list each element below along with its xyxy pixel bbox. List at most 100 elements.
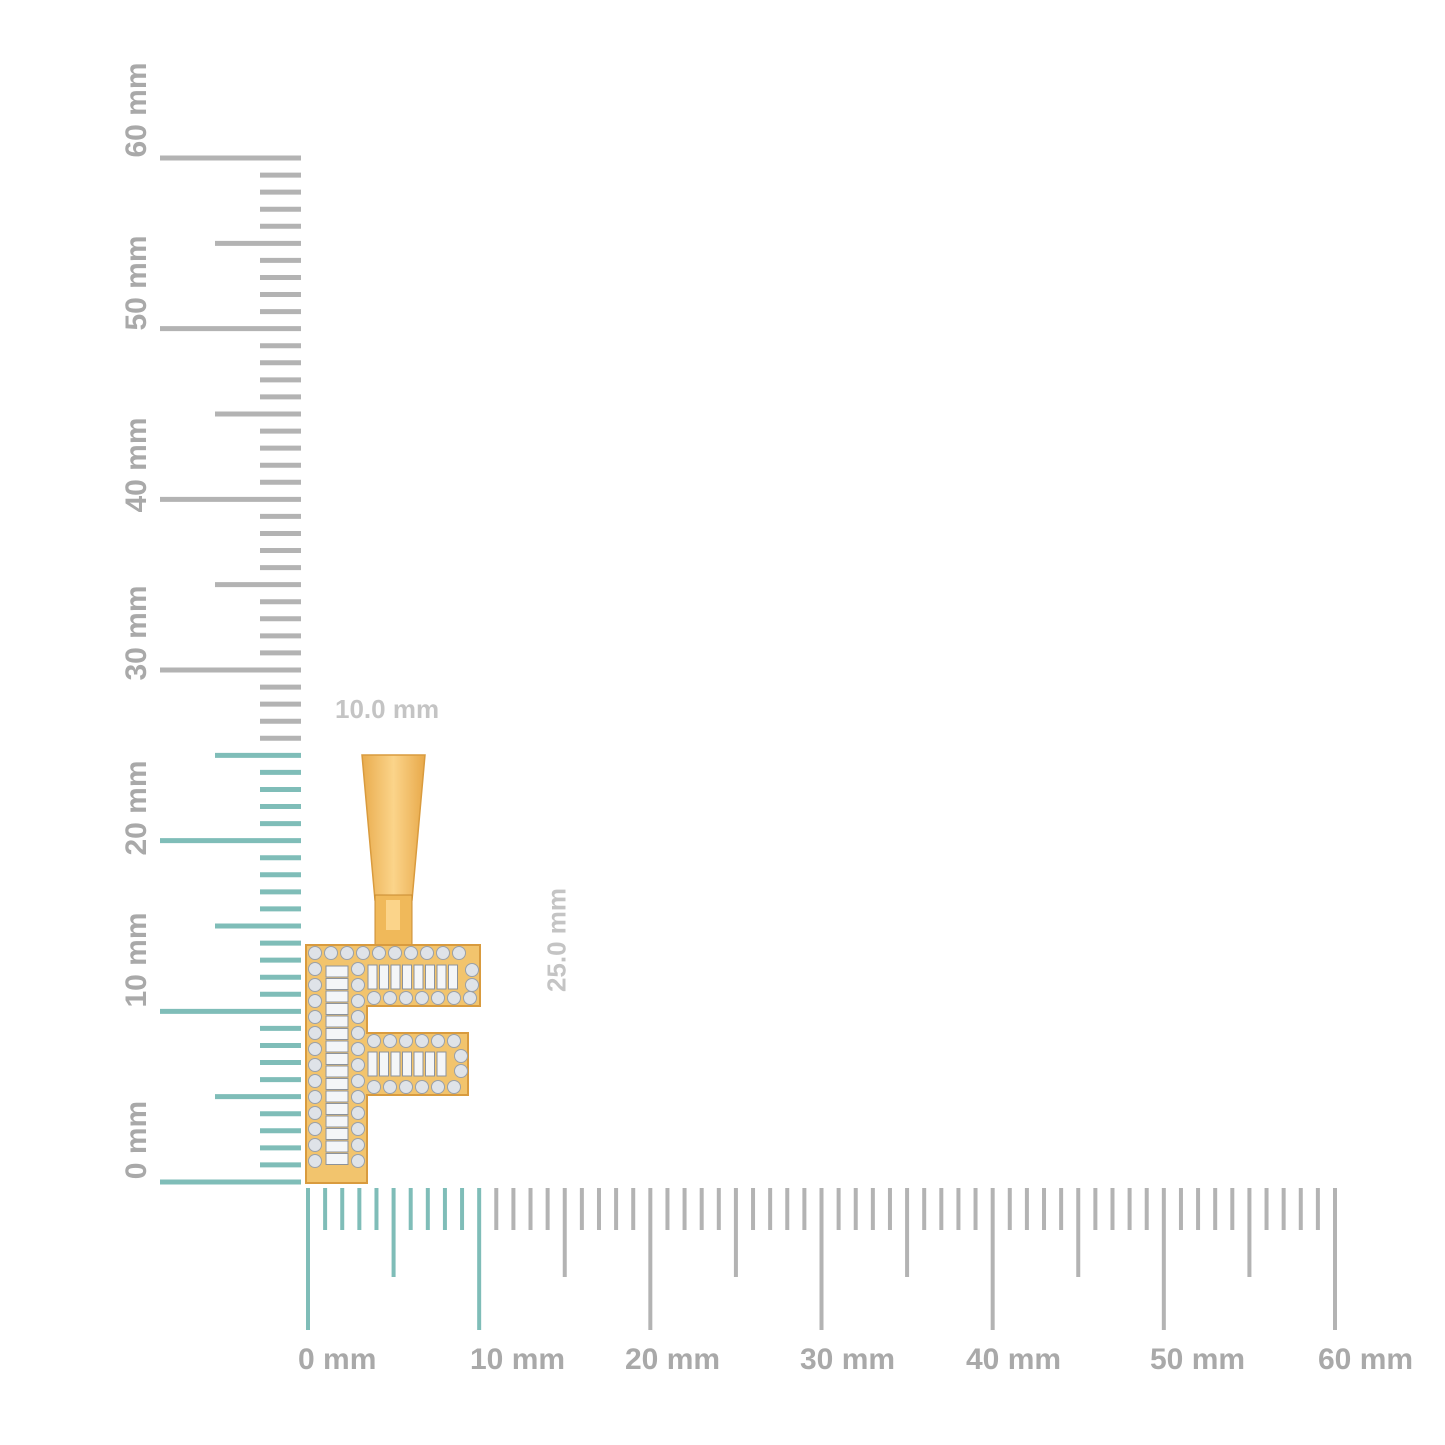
baguette-diamond xyxy=(402,1051,412,1077)
hinge xyxy=(386,900,400,930)
vertical-ruler-label: 60 mm xyxy=(120,62,153,158)
vertical-ruler-label: 40 mm xyxy=(120,417,153,513)
round-diamond xyxy=(399,991,413,1005)
baguette-diamond xyxy=(413,1051,424,1077)
baguette-diamond xyxy=(402,964,412,990)
baguette-diamond xyxy=(413,964,424,990)
baguette-diamond xyxy=(325,1015,349,1028)
baguette-diamond xyxy=(390,964,401,990)
round-diamond xyxy=(308,1154,322,1168)
baguette-diamond xyxy=(325,1153,349,1165)
baguette-diamond xyxy=(367,964,378,990)
vertical-ruler-label: 20 mm xyxy=(120,760,153,856)
round-diamond xyxy=(356,946,370,960)
round-diamond xyxy=(308,1106,322,1120)
baguette-diamond xyxy=(325,1053,349,1065)
round-diamond xyxy=(351,994,365,1008)
round-diamond xyxy=(415,1034,429,1048)
round-diamond xyxy=(308,1058,322,1072)
baguette-diamond xyxy=(325,1140,349,1153)
round-diamond xyxy=(372,946,386,960)
round-diamond xyxy=(308,962,322,976)
round-diamond xyxy=(351,1154,365,1168)
round-diamond xyxy=(351,1026,365,1040)
baguette-diamond xyxy=(325,965,349,978)
baguette-diamond xyxy=(379,1051,389,1077)
round-diamond xyxy=(351,978,365,992)
round-diamond xyxy=(447,1080,461,1094)
round-diamond xyxy=(351,1122,365,1136)
round-diamond xyxy=(454,1049,468,1063)
round-diamond xyxy=(367,1034,381,1048)
round-diamond xyxy=(431,1034,445,1048)
round-diamond xyxy=(308,1138,322,1152)
round-diamond xyxy=(351,1058,365,1072)
round-diamond xyxy=(351,1138,365,1152)
round-diamond xyxy=(308,1010,322,1024)
round-diamond xyxy=(404,946,418,960)
round-diamond xyxy=(383,1034,397,1048)
horizontal-ruler-label: 0 mm xyxy=(298,1343,377,1376)
round-diamond xyxy=(465,978,479,992)
round-diamond xyxy=(463,991,477,1005)
baguette-diamond xyxy=(325,1078,349,1090)
round-diamond xyxy=(324,946,338,960)
round-diamond xyxy=(308,978,322,992)
round-diamond xyxy=(436,946,450,960)
round-diamond xyxy=(447,1034,461,1048)
width-dimension-label: 10.0 mm xyxy=(335,694,440,724)
round-diamond xyxy=(308,946,322,960)
horizontal-ruler-label: 50 mm xyxy=(1150,1343,1246,1376)
baguette-diamond xyxy=(436,964,447,990)
round-diamond xyxy=(383,991,397,1005)
horizontal-ruler-label: 10 mm xyxy=(470,1343,566,1376)
round-diamond xyxy=(308,1026,322,1040)
vertical-ruler-label: 0 mm xyxy=(120,1100,153,1180)
round-diamond xyxy=(351,1106,365,1120)
baguette-diamond xyxy=(325,1115,349,1128)
baguette-diamond xyxy=(425,964,435,990)
round-diamond xyxy=(351,1042,365,1056)
baguette-diamond xyxy=(325,1065,349,1078)
round-diamond xyxy=(388,946,402,960)
vertical-ruler-label: 10 mm xyxy=(120,912,153,1008)
baguette-diamond xyxy=(390,1051,401,1077)
baguette-diamond xyxy=(325,1003,349,1015)
baguette-diamond xyxy=(367,1051,378,1077)
round-diamond xyxy=(415,991,429,1005)
round-diamond xyxy=(351,1090,365,1104)
baguette-diamond xyxy=(325,1028,349,1040)
baguette-diamond xyxy=(325,1128,349,1140)
vertical-ruler-label: 50 mm xyxy=(120,235,153,331)
round-diamond xyxy=(308,1074,322,1088)
round-diamond xyxy=(465,963,479,977)
round-diamond xyxy=(415,1080,429,1094)
baguette-diamond xyxy=(325,990,349,1003)
baguette-diamond xyxy=(325,1090,349,1103)
round-diamond xyxy=(399,1034,413,1048)
baguette-diamond xyxy=(325,978,349,990)
round-diamond xyxy=(452,946,466,960)
round-diamond xyxy=(447,991,461,1005)
round-diamond xyxy=(351,1010,365,1024)
baguette-diamond xyxy=(448,964,458,990)
round-diamond xyxy=(308,1090,322,1104)
baguette-diamond xyxy=(325,1040,349,1053)
height-dimension-label: 25.0 mm xyxy=(541,887,572,993)
baguette-diamond xyxy=(379,964,389,990)
round-diamond xyxy=(367,991,381,1005)
round-diamond xyxy=(308,1122,322,1136)
horizontal-ruler-label: 20 mm xyxy=(625,1343,721,1376)
round-diamond xyxy=(454,1064,468,1078)
horizontal-ruler-label: 40 mm xyxy=(966,1343,1062,1376)
bail xyxy=(361,754,426,901)
round-diamond xyxy=(399,1080,413,1094)
round-diamond xyxy=(351,1074,365,1088)
round-diamond xyxy=(383,1080,397,1094)
baguette-diamond xyxy=(436,1051,447,1077)
baguette-diamond xyxy=(325,1103,349,1115)
round-diamond xyxy=(308,1042,322,1056)
